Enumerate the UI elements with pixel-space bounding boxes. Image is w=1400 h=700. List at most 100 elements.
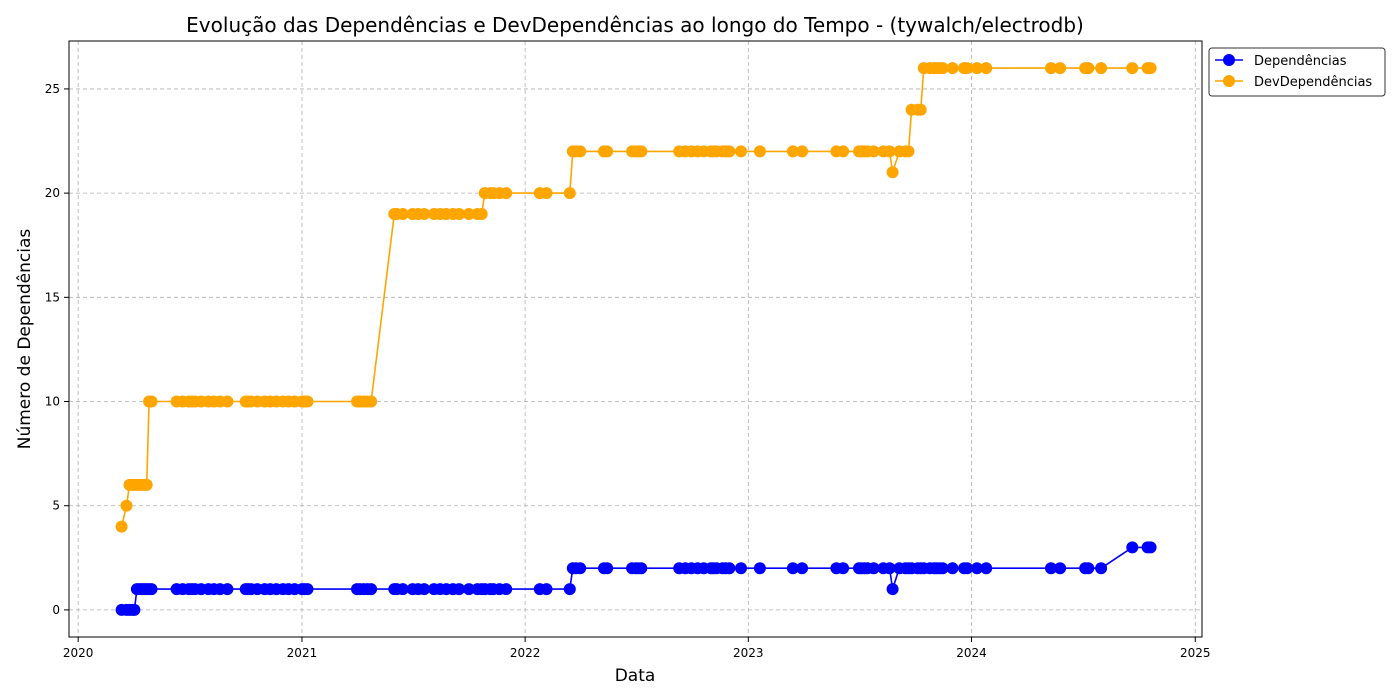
y-tick-label: 25 xyxy=(45,82,60,96)
data-point xyxy=(796,145,809,158)
data-point xyxy=(753,145,766,158)
data-point xyxy=(365,583,378,596)
data-point xyxy=(936,62,949,75)
legend-marker xyxy=(1223,75,1235,87)
data-point xyxy=(886,166,899,179)
data-point xyxy=(396,208,409,220)
data-point xyxy=(961,562,974,575)
data-point xyxy=(1054,62,1067,75)
x-axis-label: Data xyxy=(615,666,656,686)
data-point xyxy=(145,395,158,408)
data-point xyxy=(1144,62,1157,75)
data-point xyxy=(540,583,553,596)
data-point xyxy=(723,145,736,158)
data-point xyxy=(574,562,587,575)
grid-lines xyxy=(69,41,1202,637)
data-point xyxy=(601,562,614,575)
data-point xyxy=(635,562,648,575)
legend-label: DevDependências xyxy=(1254,75,1372,90)
data-point xyxy=(1126,62,1139,75)
data-point xyxy=(128,603,141,616)
data-point xyxy=(120,499,133,512)
x-tick-label: 2023 xyxy=(733,646,764,660)
data-point xyxy=(1144,541,1157,554)
y-tick-label: 5 xyxy=(52,499,60,513)
data-point xyxy=(980,62,993,75)
data-point xyxy=(635,145,648,158)
legend-item: Dependências xyxy=(1215,54,1347,69)
plot-area-frame xyxy=(68,40,1203,638)
data-point xyxy=(301,583,314,596)
y-tick-label: 15 xyxy=(45,290,60,304)
data-point xyxy=(301,395,314,408)
data-point xyxy=(753,562,766,575)
legend-label: Dependências xyxy=(1254,54,1347,69)
series-2 xyxy=(115,62,1157,533)
legend-box xyxy=(1208,47,1386,97)
data-point xyxy=(867,562,880,575)
series-line xyxy=(121,546,1151,611)
series-layer xyxy=(115,62,1157,616)
data-point xyxy=(735,145,747,158)
x-tick-label: 2024 xyxy=(956,646,987,660)
data-point xyxy=(1045,62,1057,75)
series-1 xyxy=(115,541,1157,616)
data-point xyxy=(886,583,899,596)
data-point xyxy=(1054,562,1067,575)
data-point xyxy=(867,145,880,158)
data-point xyxy=(462,208,475,220)
data-point xyxy=(1082,562,1095,575)
data-point xyxy=(500,583,513,596)
x-tick-label: 2022 xyxy=(510,646,541,660)
data-point xyxy=(796,562,809,575)
y-axis-ticks: 0 5 10 15 20 25 xyxy=(45,82,69,617)
data-point xyxy=(601,145,614,158)
data-point xyxy=(961,62,974,75)
x-tick-label: 2025 xyxy=(1180,646,1211,660)
data-point xyxy=(540,187,553,200)
data-point xyxy=(1095,62,1108,75)
y-tick-label: 10 xyxy=(45,395,60,409)
data-point xyxy=(1045,562,1057,575)
data-point xyxy=(140,478,153,491)
data-point xyxy=(971,562,983,575)
data-point xyxy=(883,145,896,158)
legend-item: DevDependências xyxy=(1215,75,1372,90)
data-point xyxy=(946,562,959,575)
data-point xyxy=(475,208,488,220)
x-axis-ticks: 2020 2021 2022 2023 2024 2025 xyxy=(63,637,1211,660)
data-point xyxy=(462,583,475,596)
legend: Dependências DevDependências xyxy=(1208,47,1386,97)
data-point xyxy=(1095,562,1108,575)
data-point xyxy=(971,62,983,75)
data-point xyxy=(365,395,378,408)
data-point xyxy=(453,208,466,220)
x-tick-label: 2021 xyxy=(287,646,318,660)
data-point xyxy=(946,62,959,75)
data-point xyxy=(453,583,466,596)
data-point xyxy=(145,583,158,596)
data-point xyxy=(221,395,234,408)
data-point xyxy=(723,562,736,575)
x-tick-label: 2020 xyxy=(63,646,94,660)
data-point xyxy=(396,583,409,596)
data-point xyxy=(837,145,850,158)
data-point xyxy=(786,145,799,158)
y-tick-label: 20 xyxy=(45,186,60,200)
y-tick-label: 0 xyxy=(52,603,60,617)
data-point xyxy=(902,145,915,158)
data-point xyxy=(883,562,896,575)
chart-title: Evolução das Dependências e DevDependênc… xyxy=(186,13,1084,37)
data-point xyxy=(418,583,431,596)
data-point xyxy=(837,562,850,575)
data-point xyxy=(1082,62,1095,75)
data-point xyxy=(914,103,927,116)
data-point xyxy=(563,583,576,596)
data-point xyxy=(786,562,799,575)
data-point xyxy=(563,187,576,200)
data-point xyxy=(115,520,128,533)
legend-marker xyxy=(1223,54,1235,66)
data-point xyxy=(980,562,993,575)
data-point xyxy=(574,145,587,158)
